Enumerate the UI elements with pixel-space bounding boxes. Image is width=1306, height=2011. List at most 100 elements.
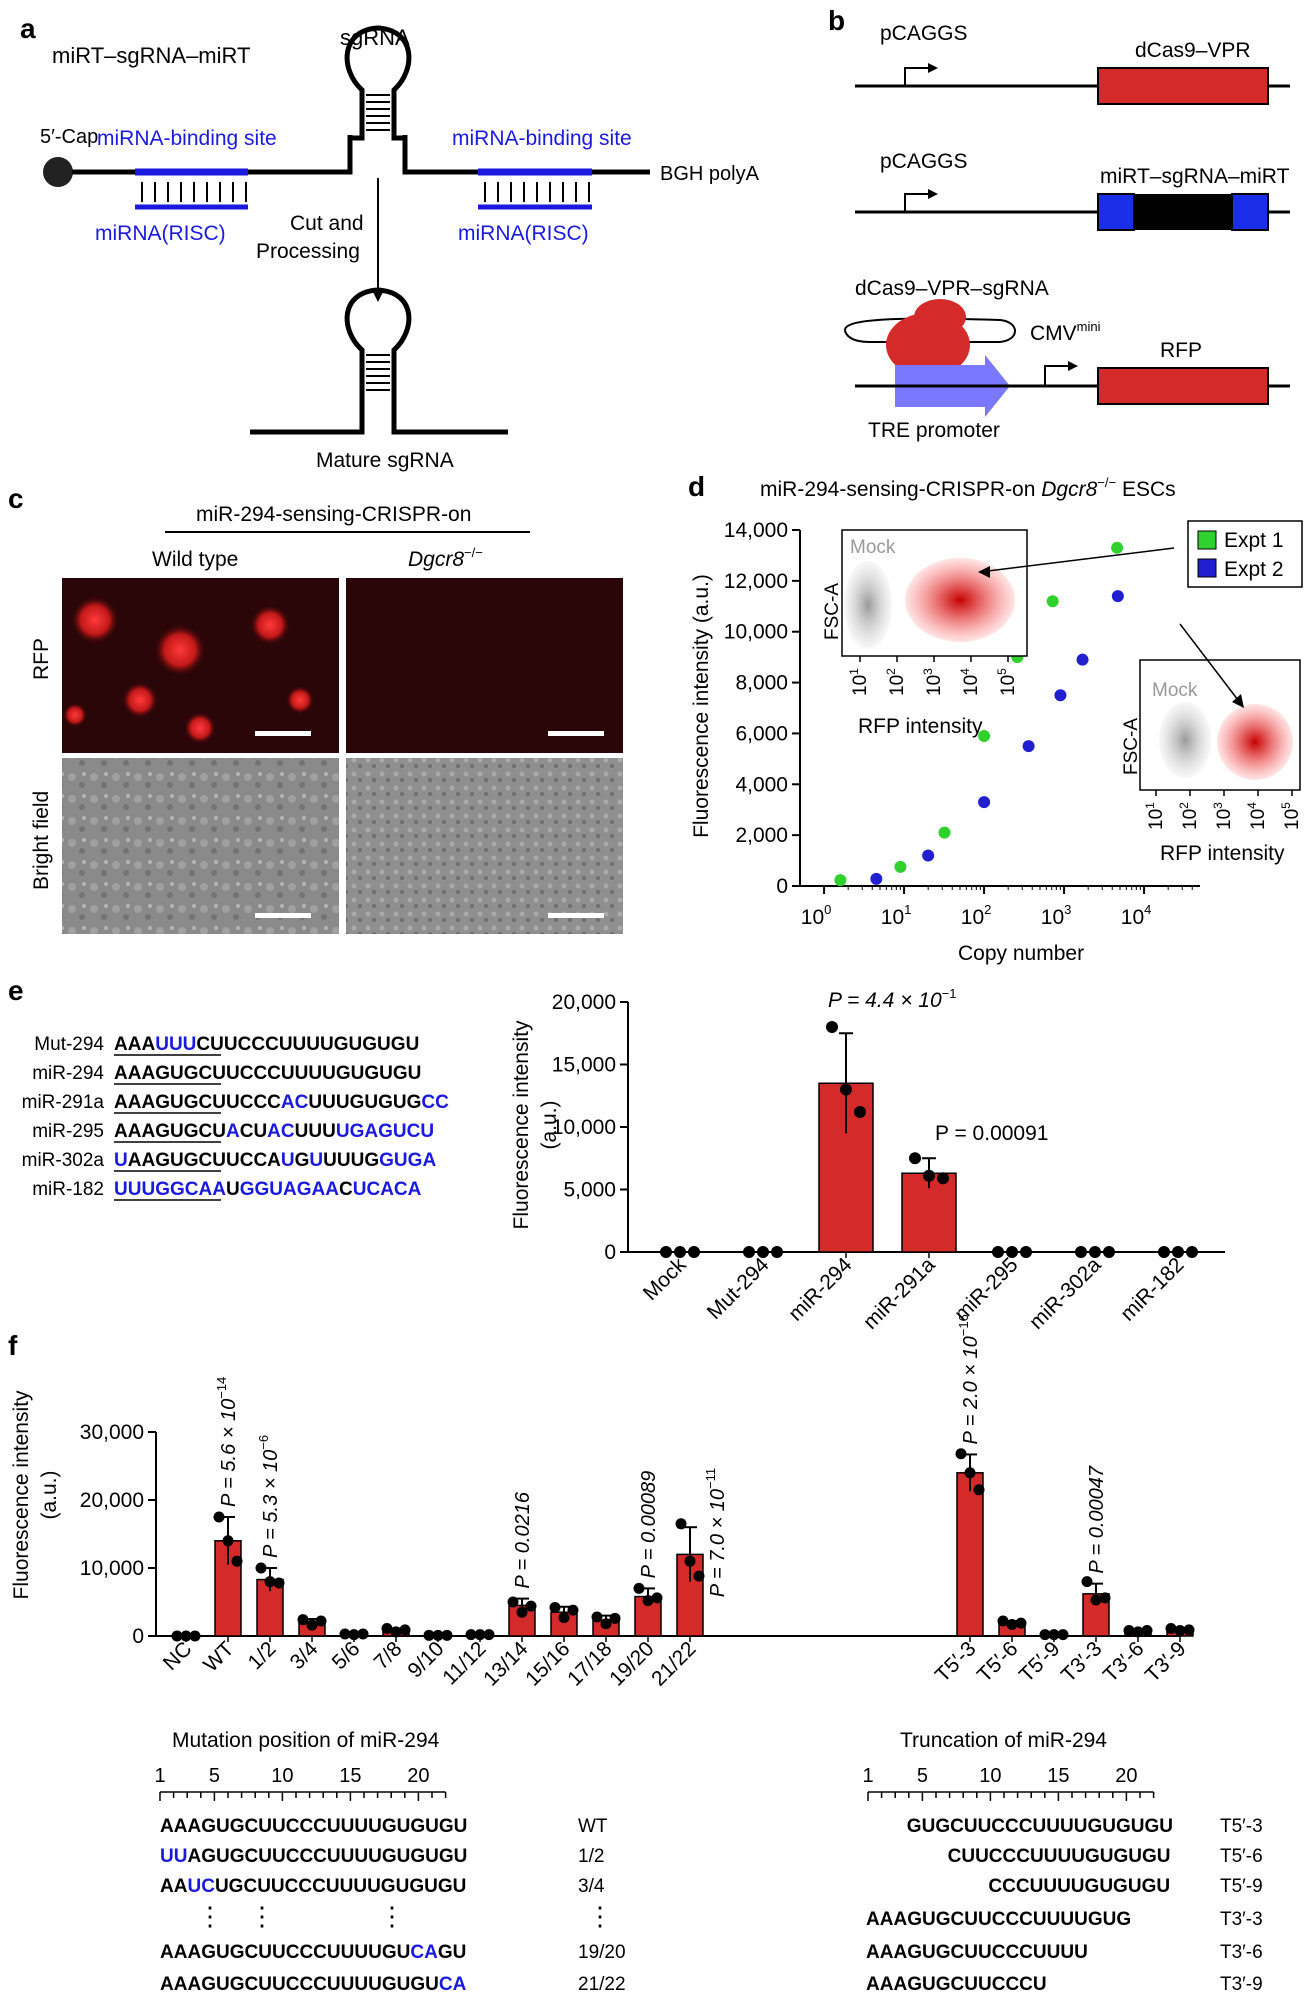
process-arrowhead [372,290,384,302]
inset-2-arrowhead [1232,694,1244,708]
d-ytick-label: 14,000 [724,519,788,542]
d-xtick-label: 100 [801,902,832,929]
cap-dot [43,157,73,187]
site-left-label: miRNA-binding site [97,127,277,150]
ruler-label: 15 [339,1765,361,1787]
replicate-dot [591,1611,603,1623]
ruler-label: 10 [271,1765,293,1787]
bar-category-label: T5′-3 [931,1637,981,1687]
ruler-label: 1 [862,1765,873,1787]
bf-wt-image [62,758,339,934]
f-pval-label: P = 0.0216 [512,1491,534,1588]
bar-category-label: NC [159,1637,197,1675]
inset-2-mock: Mock [1152,680,1198,701]
replicate-dot [306,1619,318,1631]
promoter-arrow-1 [904,67,930,86]
d-ytick-label: 10,000 [724,621,788,644]
dcas9-blob-top [914,299,966,335]
replicate-dot [642,1595,654,1607]
construct-title: miRT–sgRNA–miRT [52,43,250,68]
replicate-dot [222,1535,234,1547]
mature-backbone [250,395,365,435]
panel-d-title: miR-294-sensing-CRISPR-on Dgcr8−/− ESCs [760,475,1176,501]
inset-1-arrowhead [978,566,990,578]
bar-ytick-label: 0 [132,1625,144,1648]
replicate-dot [1158,1246,1170,1258]
risc-left-label: miRNA(RISC) [95,222,226,245]
mirna-sequence: AAAGUGCUUCCCACUUUGUGUGCC [114,1092,449,1113]
panel-e-sequences: Mut-294 AAAUUUCUUCCCUUUUGUGUGU miR-294 AAAG… [22,1034,449,1201]
dcas9-label: dCas9–VPR [1135,39,1251,62]
cut-label-2: Processing [256,240,360,263]
replicate-dot [1183,1624,1195,1636]
mutant-label: 21/22 [578,1974,626,1995]
inset-2: Mock FSC-A 101 102 103 104 105 RFP intensity [1121,659,1303,865]
replicate-dot [231,1555,243,1567]
truncation-label: T3′-3 [1220,1909,1263,1930]
d-ytick-label: 4,000 [735,773,788,796]
replicate-dot [507,1596,519,1608]
panel-c-micrographs: miR-294-sensing-CRISPR-on Wild type Dgcr… [30,503,623,934]
replicate-dot [955,1448,967,1460]
mirna-sequence: AAAGUGCUUCCCUUUUGUGUGU [114,1063,421,1084]
replicate-dot [189,1630,201,1642]
mutant-sequence: AAUCUGCUUCCCUUUUGUGUGU [160,1876,466,1897]
legend-swatch-1 [1197,530,1217,550]
d-xtick-label: 101 [881,902,912,929]
bar-category-label: 21/22 [647,1637,700,1690]
promoter-arrow-2 [904,193,930,212]
truncated-sequence: CCCUUUUGUGUGU [988,1876,1170,1897]
d-xtick-label: 104 [1121,902,1152,929]
bar-ytick-label: 0 [604,1241,616,1264]
panel-e-ylabel-1: Fluorescence intensity [510,1020,533,1229]
ellipsis: ⋮ [249,1901,275,1931]
replicate-dot [1075,1246,1087,1258]
bar-category-label: T5′-6 [973,1637,1023,1687]
replicate-dot [432,1629,444,1641]
replicate-dot [1174,1625,1186,1637]
panel-label-d: d [688,471,705,502]
seq-name: miR-182 [32,1179,104,1200]
mirt-box-right [1231,193,1269,231]
f-pval-label: P = 0.00089 [638,1471,660,1579]
replicate-dot [997,1615,1009,1627]
panel-label-b: b [828,5,845,36]
replicate-dot [390,1626,402,1638]
cap-label: 5′-Cap [40,126,98,148]
truncated-sequence: GUGCUUCCCUUUUGUGUGU [907,1816,1173,1837]
bar-category-label: T3′-6 [1099,1637,1149,1687]
bar-ytick-label: 15,000 [552,1054,616,1077]
e-pval-2: P = 0.00091 [935,1122,1048,1145]
replicate-dot [840,1083,852,1096]
panel-f-chart: Fluorescence intensity (a.u.) 0 10,000 20,… [10,1314,1195,1691]
panel-c-header: miR-294-sensing-CRISPR-on [196,503,471,526]
mutation-title: Mutation position of miR-294 [172,1729,440,1752]
panel-a-diagram: miRT–sgRNA–miRT sgRNA 5′-Cap miRNA-bindi… [40,25,760,472]
cmv-arrowhead [1068,361,1078,371]
inset-tick-label: 105 [1279,802,1303,830]
replicate-dot [1057,1629,1069,1641]
d-point-2 [1111,590,1124,603]
mutant-sequence: AAAGUGCUUCCCUUUUGUGUCA [160,1974,467,1995]
d-xtick-label: 103 [1041,902,1072,929]
ruler-label: 20 [1115,1765,1137,1787]
bar-ytick-label: 20,000 [80,1489,144,1512]
inset-2-arrow [1179,623,1239,701]
replicate-dot [1081,1576,1093,1588]
bar-category-label: T3′-9 [1141,1637,1191,1687]
mutant-sequence: UUAGUGCUUCCCUUUUGUGUGU [160,1846,467,1867]
bf-ko-image [346,758,623,934]
tre-label: TRE promoter [868,419,1000,442]
mutant-label: 19/20 [578,1942,626,1963]
replicate-dot [826,1021,838,1033]
inset-1-xlabel: RFP intensity [858,715,983,738]
mirna-sequence: AAAGUGCUACUACUUUUGAGUCU [114,1121,434,1142]
panel-f-sequences: Mutation position of miR-294 Truncation … [154,1729,1262,1995]
replicate-dot [567,1604,579,1616]
bar-category-label: 7/8 [370,1637,407,1674]
d-point-1 [834,874,847,887]
replicate-dot [171,1630,183,1642]
replicate-dot [423,1629,435,1641]
inset-tick-label: 103 [921,668,945,696]
truncation-label: T3′-6 [1220,1942,1263,1963]
